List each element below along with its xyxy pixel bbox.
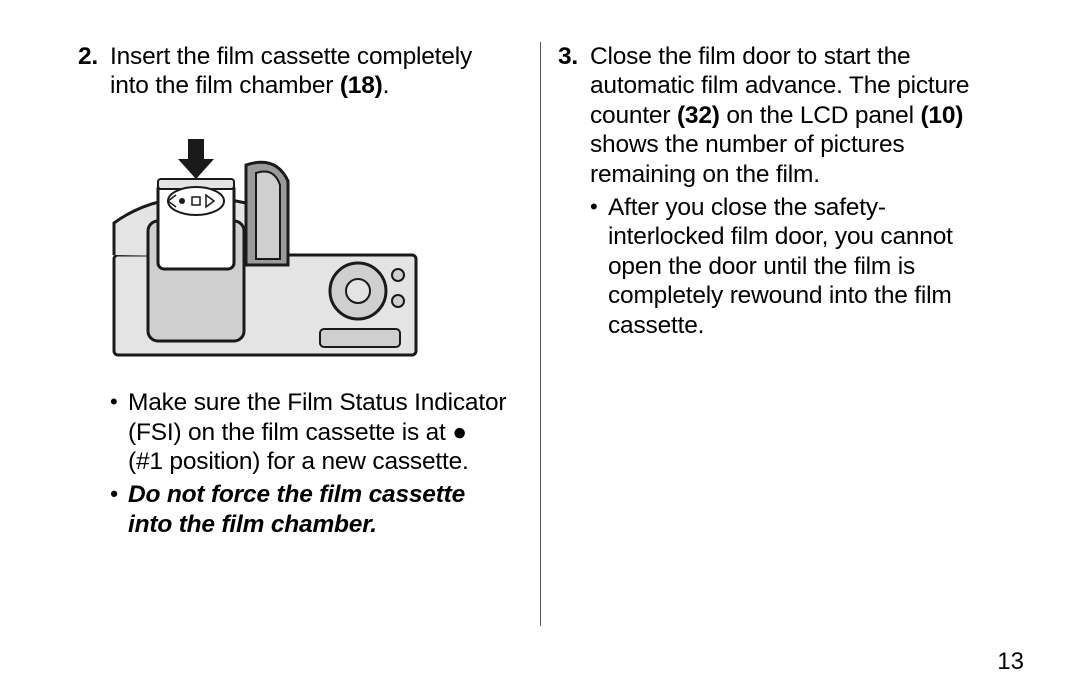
step-2-number: 2. [78, 42, 110, 71]
right-column: 3. Close the film door to start the auto… [538, 42, 998, 543]
s3-p2: on the [720, 102, 800, 129]
step-2-text-1: Insert the film cassette completely into… [110, 43, 472, 99]
bullet-dot-icon: • [110, 388, 128, 416]
step-2-ref-18: (18) [340, 72, 383, 99]
bullet-warning-text: Do not force the film cassette into the … [128, 480, 508, 539]
column-divider [540, 42, 541, 626]
step-3-text: Close the film door to start the automat… [590, 42, 998, 344]
step-3-bullets: • After you close the safety-interlocked… [590, 193, 998, 340]
bullet-dot-icon: • [110, 480, 128, 508]
bullet-interlock: • After you close the safety-interlocked… [590, 193, 998, 340]
step-2-text: Insert the film cassette completely into… [110, 42, 508, 101]
fsi-part1: Make sure the Film Status Indicator (FSI… [128, 389, 506, 445]
fsi-part2: (#1 position) for a new cassette. [128, 448, 469, 475]
step-2: 2. Insert the film cassette completely i… [78, 42, 508, 101]
bullet-fsi: • Make sure the Film Status Indicator (F… [110, 388, 508, 476]
bullet-interlock-text: After you close the safety-interlocked f… [608, 193, 998, 340]
s3-ref-32: (32) [677, 102, 720, 129]
page-number: 13 [997, 648, 1024, 676]
film-insert-illustration [106, 125, 426, 367]
bullet-fsi-text: Make sure the Film Status Indicator (FSI… [128, 388, 508, 476]
s3-ref-10: (10) [920, 102, 963, 129]
left-column: 2. Insert the film cassette completely i… [78, 42, 538, 543]
bullet-dot-icon: • [590, 193, 608, 221]
step-2-bullets: • Make sure the Film Status Indicator (F… [110, 388, 508, 539]
s3-lcd: LCD [800, 102, 848, 129]
s3-p4: shows the number of pictures remaining o… [590, 131, 904, 187]
fsi-symbol: ● [452, 419, 467, 446]
bullet-warning: • Do not force the film cassette into th… [110, 480, 508, 539]
step-3-number: 3. [558, 42, 590, 71]
step-2-text-2: . [383, 72, 390, 99]
s3-p3: panel [848, 102, 920, 129]
step-3: 3. Close the film door to start the auto… [558, 42, 998, 344]
